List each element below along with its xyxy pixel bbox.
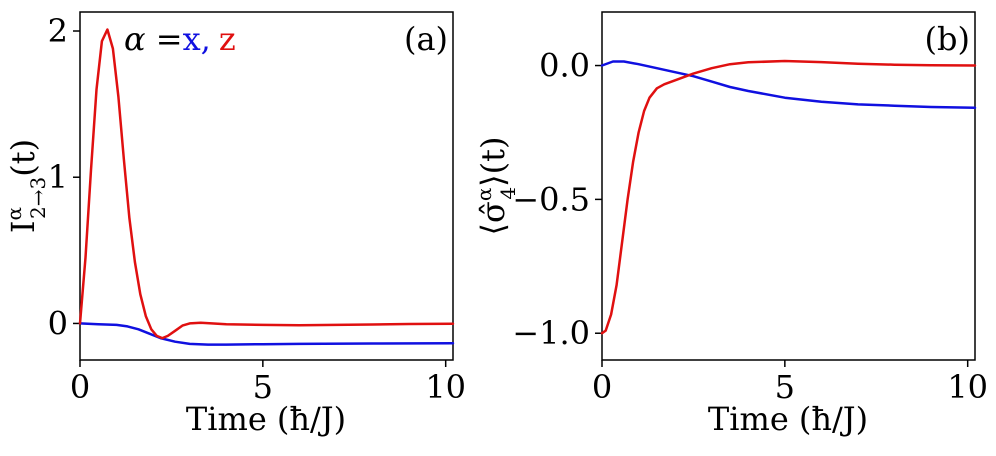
panel-b-x-tick-label: 5 — [775, 368, 795, 406]
panel-b-label: (b) — [925, 20, 970, 58]
panel-b: 0 5 10 −1.0 −0.5 0.0 Time (ħ/J) ⟨σ̂α4⟩(t) (b… — [472, 11, 988, 438]
panel-a-x-ticks: 0 5 10 — [70, 360, 466, 406]
panel-a-label: (a) — [404, 20, 448, 58]
panel-b-y-ticks: −1.0 −0.5 0.0 — [512, 47, 602, 352]
panel-a-series — [78, 28, 455, 346]
panel-a-legend: α =x, z — [124, 20, 236, 58]
panel-b-y-tick-label: −1.0 — [512, 314, 590, 352]
panel-a-series-z-line — [78, 28, 455, 340]
panel-b-ylabel-sup: α — [472, 188, 496, 202]
panel-b-y-tick-label: −0.5 — [512, 180, 590, 218]
panel-a-series-x-line — [78, 322, 455, 346]
panel-a-y-tick-label: 0 — [48, 304, 68, 342]
panel-a-ylabel-sup: α — [2, 207, 26, 221]
legend-separator: , — [201, 20, 211, 58]
panel-b-series-x-line — [600, 60, 977, 110]
panel-b-ylabel-suffix: ⟩(t) — [474, 137, 512, 187]
panel-a-ylabel-suffix: (t) — [4, 139, 42, 177]
panel-a-x-tick-label: 5 — [253, 368, 273, 406]
panel-a-y-tick-label: 1 — [48, 158, 68, 196]
panel-a-frame — [79, 11, 454, 361]
panel-b-y-tick-label: 0.0 — [539, 47, 590, 85]
panel-a-x-tick-label: 10 — [425, 368, 466, 406]
panel-b-x-tick-label: 10 — [947, 368, 988, 406]
panel-a-x-axis-label: Time (ħ/J) — [186, 400, 346, 438]
panel-a-ylabel-base: I — [4, 220, 42, 233]
svg-text:Iα2→3(t): Iα2→3(t) — [2, 139, 50, 233]
panel-a-y-tick-label: 2 — [48, 12, 68, 50]
panel-a-y-axis-label: Iα2→3(t) — [2, 139, 50, 233]
panel-b-x-tick-label: 0 — [592, 368, 612, 406]
panel-a-ylabel-sub: 2→3 — [26, 177, 50, 219]
legend-z-entry: z — [219, 20, 236, 58]
panel-b-x-axis-label: Time (ħ/J) — [708, 400, 868, 438]
panel-a-x-tick-label: 0 — [70, 368, 90, 406]
panel-b-frame — [601, 11, 976, 361]
panel-b-ylabel-base: ⟨σ̂ — [474, 201, 512, 235]
panel-b-ylabel-sub: 4 — [496, 187, 520, 200]
svg-text:⟨σ̂α4⟩(t): ⟨σ̂α4⟩(t) — [472, 137, 520, 236]
panel-b-y-axis-label: ⟨σ̂α4⟩(t) — [472, 137, 520, 236]
panel-a-y-ticks: 0 1 2 — [48, 12, 80, 342]
panel-b-x-ticks: 0 5 10 — [592, 360, 988, 406]
panel-b-series — [600, 59, 977, 335]
panel-a: 0 5 10 0 1 2 Time (ħ/J) Iα2→3(t) (a) α =x, z — [2, 11, 466, 438]
legend-prefix: α = — [124, 20, 183, 58]
panel-b-series-z-line — [600, 59, 977, 335]
legend-x-entry: x — [183, 20, 201, 58]
